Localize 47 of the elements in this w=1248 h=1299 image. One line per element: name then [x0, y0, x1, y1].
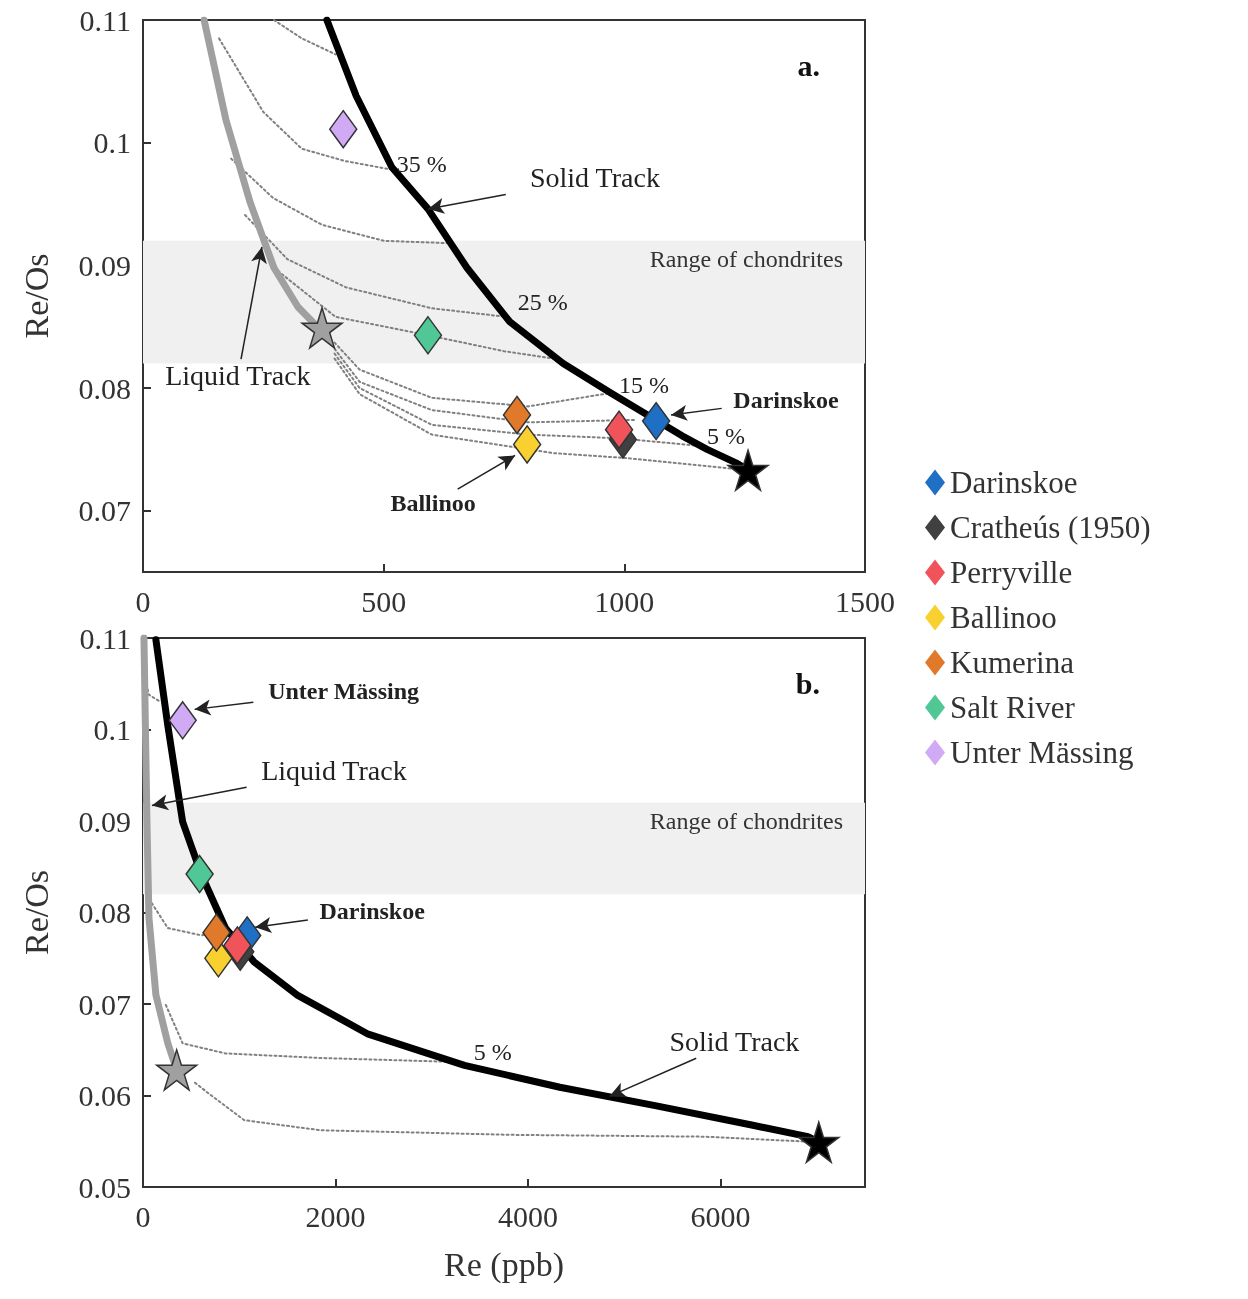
- x-axis-title: Re (ppb): [444, 1245, 564, 1284]
- legend-label: Cratheús (1950): [950, 510, 1151, 545]
- y-tick-label: 0.06: [78, 1079, 131, 1112]
- legend-label: Kumerina: [950, 645, 1075, 680]
- annotation: Unter Mässing: [268, 678, 420, 705]
- text: b.: [795, 666, 820, 700]
- y-tick-label: 0.11: [79, 621, 131, 655]
- legend-label: Darinskoe: [950, 465, 1078, 500]
- y-tick-label: 0.07: [78, 987, 131, 1021]
- x-tick-label: 2000: [305, 1199, 366, 1233]
- annotation: 5 %: [707, 422, 746, 449]
- annotation: Ballinoo: [390, 490, 476, 517]
- annotation: 15 %: [619, 372, 670, 399]
- y-tick-label: 0.05: [78, 1170, 131, 1204]
- y-tick-label: 0.08: [78, 371, 131, 405]
- legend-label: Salt River: [950, 690, 1076, 725]
- y-tick-label: 0.1: [93, 713, 131, 746]
- y-tick-label: 0.09: [78, 248, 131, 282]
- y-tick-label: 0.07: [78, 494, 131, 528]
- annotation: 25 %: [517, 289, 568, 316]
- annotation: Darinskoe: [319, 898, 426, 925]
- legend-label: Ballinoo: [950, 600, 1057, 635]
- y-axis-title: Re/Os: [17, 870, 55, 955]
- x-tick-label: 500: [361, 584, 407, 618]
- annotation: Liquid Track: [165, 360, 311, 392]
- annotation: Solid Track: [529, 162, 660, 194]
- y-tick-label: 0.11: [79, 3, 131, 37]
- y-tick-label: 0.1: [93, 126, 131, 160]
- band-label: Range of chondrites: [649, 245, 843, 272]
- annotation: Liquid Track: [261, 754, 407, 786]
- annotation: Darinskoe: [733, 386, 840, 413]
- legend-label: Unter Mässing: [950, 735, 1134, 770]
- band-label: Range of chondrites: [649, 807, 843, 834]
- x-tick-label: 1500: [835, 584, 895, 618]
- x-tick-label: 4000: [498, 1199, 559, 1233]
- x-tick-label: 0: [135, 1199, 151, 1233]
- text: a.: [797, 48, 820, 82]
- annotation: 5 %: [473, 1038, 512, 1065]
- legend-label: Perryville: [950, 555, 1073, 590]
- annotation: Solid Track: [669, 1025, 800, 1057]
- x-tick-label: 1000: [594, 584, 655, 618]
- y-axis-title: Re/Os: [17, 253, 55, 339]
- annotation: 35 %: [396, 150, 447, 177]
- x-tick-label: 6000: [690, 1199, 751, 1233]
- x-tick-label: 0: [135, 584, 151, 618]
- y-tick-label: 0.09: [78, 804, 131, 838]
- y-tick-label: 0.08: [78, 896, 131, 929]
